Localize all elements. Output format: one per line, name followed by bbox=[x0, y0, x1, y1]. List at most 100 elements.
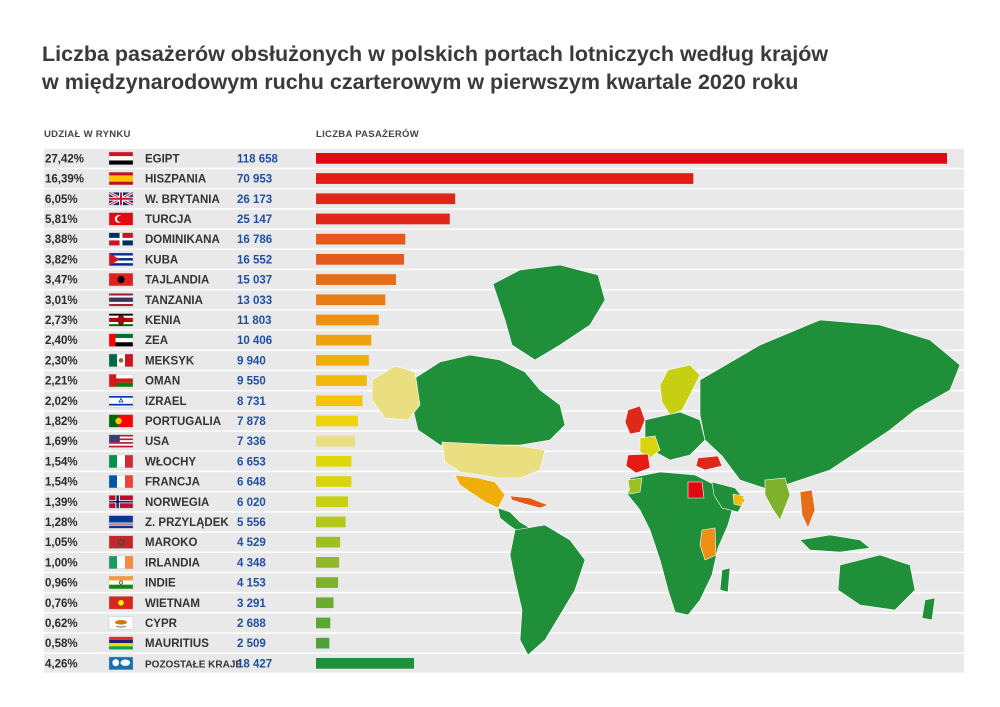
map-france bbox=[639, 435, 661, 459]
bar bbox=[316, 355, 369, 366]
share-label: 4,26% bbox=[45, 658, 78, 670]
country-label: HISZPANIA bbox=[145, 174, 206, 186]
bar bbox=[316, 213, 450, 225]
country-label: MAROKO bbox=[145, 537, 197, 549]
row-shade bbox=[44, 330, 964, 350]
map-se-asia bbox=[799, 489, 816, 529]
share-column-header: UDZIAŁ W RYNKU bbox=[44, 129, 131, 140]
value-label: 9 940 bbox=[237, 355, 266, 367]
bar bbox=[316, 597, 334, 609]
map-africa bbox=[627, 471, 736, 616]
bar bbox=[316, 233, 406, 245]
norway-flag bbox=[108, 495, 134, 509]
labels: 27,42% EGIPT 118 658 16,39% HISZPANIA 70 953 6… bbox=[45, 153, 279, 670]
share-label: 1,28% bbox=[45, 517, 78, 529]
share-label: 3,82% bbox=[45, 254, 78, 266]
bar bbox=[316, 334, 372, 346]
uk-flag bbox=[108, 191, 134, 207]
value-label: 6 020 bbox=[237, 497, 266, 509]
bar bbox=[316, 435, 356, 447]
bar bbox=[316, 557, 340, 568]
france-flag bbox=[108, 475, 134, 489]
row-shade bbox=[44, 573, 964, 592]
country-label: PORTUGALIA bbox=[145, 416, 221, 428]
country-label: TURCJA bbox=[145, 214, 192, 226]
country-label: ZEA bbox=[145, 335, 168, 347]
value-label: 13 033 bbox=[237, 295, 272, 307]
map-new-zealand bbox=[921, 597, 936, 621]
share-label: 16,39% bbox=[45, 174, 84, 186]
dominican-flag bbox=[108, 232, 134, 246]
usa-flag bbox=[108, 434, 134, 448]
value-label: 4 529 bbox=[237, 537, 266, 549]
flags bbox=[108, 151, 134, 670]
map-alaska bbox=[371, 365, 421, 421]
bar bbox=[316, 153, 947, 164]
share-label: 6,05% bbox=[45, 194, 78, 206]
country-label: EGIPT bbox=[145, 153, 180, 165]
country-label: MEKSYK bbox=[145, 355, 195, 367]
map-usa bbox=[441, 441, 546, 479]
row-shade bbox=[44, 633, 964, 653]
value-label: 9 550 bbox=[237, 376, 266, 388]
country-label: OMAN bbox=[145, 376, 180, 388]
value-label: 7 878 bbox=[237, 416, 266, 428]
share-label: 1,05% bbox=[45, 537, 78, 549]
map-greenland bbox=[492, 264, 606, 361]
cyprus-flag bbox=[108, 616, 134, 630]
value-label: 7 336 bbox=[237, 436, 266, 448]
country-label: DOMINIKANA bbox=[145, 234, 220, 246]
map-australia bbox=[837, 554, 916, 611]
title-line-2: w międzynarodowym ruchu czarterowym w pi… bbox=[42, 70, 799, 94]
bar bbox=[316, 375, 367, 386]
morocco-flag bbox=[108, 535, 134, 549]
bars bbox=[316, 153, 947, 669]
row-shading bbox=[44, 149, 964, 673]
share-label: 1,00% bbox=[45, 557, 78, 569]
row-shade bbox=[44, 229, 964, 249]
bar bbox=[316, 415, 358, 427]
chart-title: Liczba pasażerów obsłużonych w polskich … bbox=[42, 40, 942, 96]
country-label: MAURITIUS bbox=[145, 638, 209, 650]
bar bbox=[316, 274, 396, 285]
value-label: 70 953 bbox=[237, 174, 272, 186]
map-madagascar bbox=[719, 567, 731, 593]
value-label: 118 658 bbox=[237, 153, 279, 165]
mauritius-flag bbox=[108, 636, 134, 650]
share-label: 1,82% bbox=[45, 416, 78, 428]
bar bbox=[316, 577, 339, 588]
row-shade bbox=[44, 189, 964, 209]
passengers-column-header: LICZBA PASAŻERÓW bbox=[316, 129, 419, 140]
country-label: KENIA bbox=[145, 315, 181, 327]
value-label: 11 803 bbox=[237, 315, 272, 327]
row-shade bbox=[44, 532, 964, 552]
cuba-flag bbox=[108, 252, 134, 266]
map-uk bbox=[624, 405, 646, 435]
share-label: 1,54% bbox=[45, 477, 78, 489]
country-label: KUBA bbox=[145, 254, 178, 266]
bar bbox=[316, 254, 405, 265]
share-label: 2,21% bbox=[45, 376, 78, 388]
country-label: USA bbox=[145, 436, 169, 448]
share-label: 2,30% bbox=[45, 355, 78, 367]
spain-flag bbox=[108, 171, 134, 186]
country-label: IZRAEL bbox=[145, 396, 187, 408]
value-label: 10 406 bbox=[237, 335, 272, 347]
value-label: 3 291 bbox=[237, 598, 266, 610]
country-label: INDIE bbox=[145, 578, 176, 590]
share-label: 3,47% bbox=[45, 275, 78, 287]
share-label: 0,76% bbox=[45, 598, 78, 610]
value-label: 2 688 bbox=[237, 618, 266, 630]
bar bbox=[316, 456, 352, 467]
value-label: 6 653 bbox=[237, 456, 266, 468]
country-label: FRANCJA bbox=[145, 477, 200, 489]
share-label: 2,02% bbox=[45, 396, 78, 408]
title-line-1: Liczba pasażerów obsłużonych w polskich … bbox=[42, 42, 829, 66]
bar bbox=[316, 193, 456, 205]
country-label: NORWEGIA bbox=[145, 497, 209, 509]
share-label: 3,01% bbox=[45, 295, 78, 307]
row-shade bbox=[44, 250, 964, 269]
bar bbox=[316, 536, 341, 548]
thailand-flag bbox=[108, 293, 134, 307]
